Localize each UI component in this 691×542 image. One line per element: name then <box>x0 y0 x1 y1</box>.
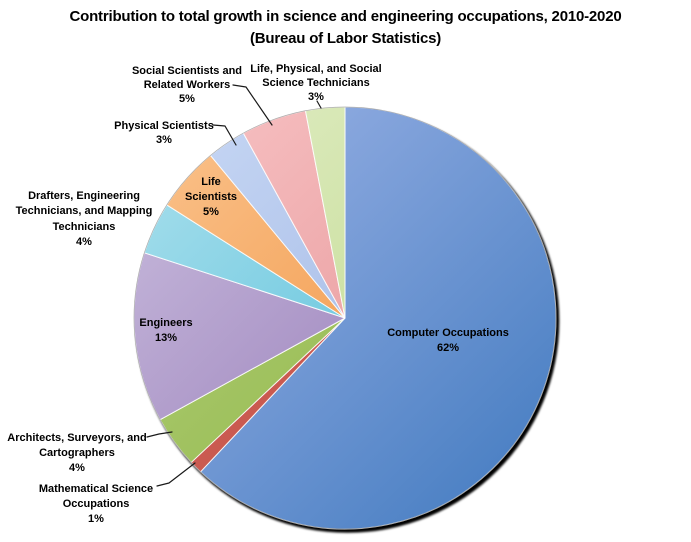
slice-label-life-physical-and-social-science-technicians: Life, Physical, and Social Science Techni… <box>250 63 381 103</box>
leader-line-social-scientists-and-related-workers <box>232 84 273 126</box>
chart-title: Contribution to total growth in science … <box>69 8 622 25</box>
slice-label-mathematical-science-occupations: Mathematical Science Occupations 1% <box>39 483 153 525</box>
slice-label-architects-surveyors-and-cartographers: Architects, Surveyors, and Cartographers 4… <box>7 432 146 474</box>
slice-label-drafters-engineering-technicians-and-mapping-technicians: Drafters, Engineering Technicians, and Ma… <box>16 190 153 248</box>
leader-line-architects-surveyors-and-cartographers <box>146 431 173 438</box>
leader-line-mathematical-science-occupations <box>156 462 196 487</box>
pie-outer-rim <box>133 106 557 530</box>
leader-line-life-physical-and-social-science-technicians <box>316 100 322 109</box>
pie-slice-computer-occupations <box>200 106 557 530</box>
slice-label-life-scientists: Life Scientists 5% <box>185 176 237 218</box>
chart-title-block: Contribution to total growth in science … <box>0 6 691 50</box>
slice-label-physical-scientists: Physical Scientists 3% <box>114 120 214 146</box>
pie-slice-engineers <box>133 252 346 421</box>
slice-label-engineers: Engineers 13% <box>139 317 192 344</box>
slice-label-social-scientists-and-related-workers: Social Scientists and Related Workers 5% <box>132 65 242 105</box>
slice-label-computer-occupations: Computer Occupations 62% <box>387 327 509 354</box>
pie-slice-life-physical-and-social-science-technicians <box>304 106 346 319</box>
leader-line-physical-scientists <box>212 124 237 146</box>
chart-subtitle: (Bureau of Labor Statistics) <box>249 30 442 47</box>
